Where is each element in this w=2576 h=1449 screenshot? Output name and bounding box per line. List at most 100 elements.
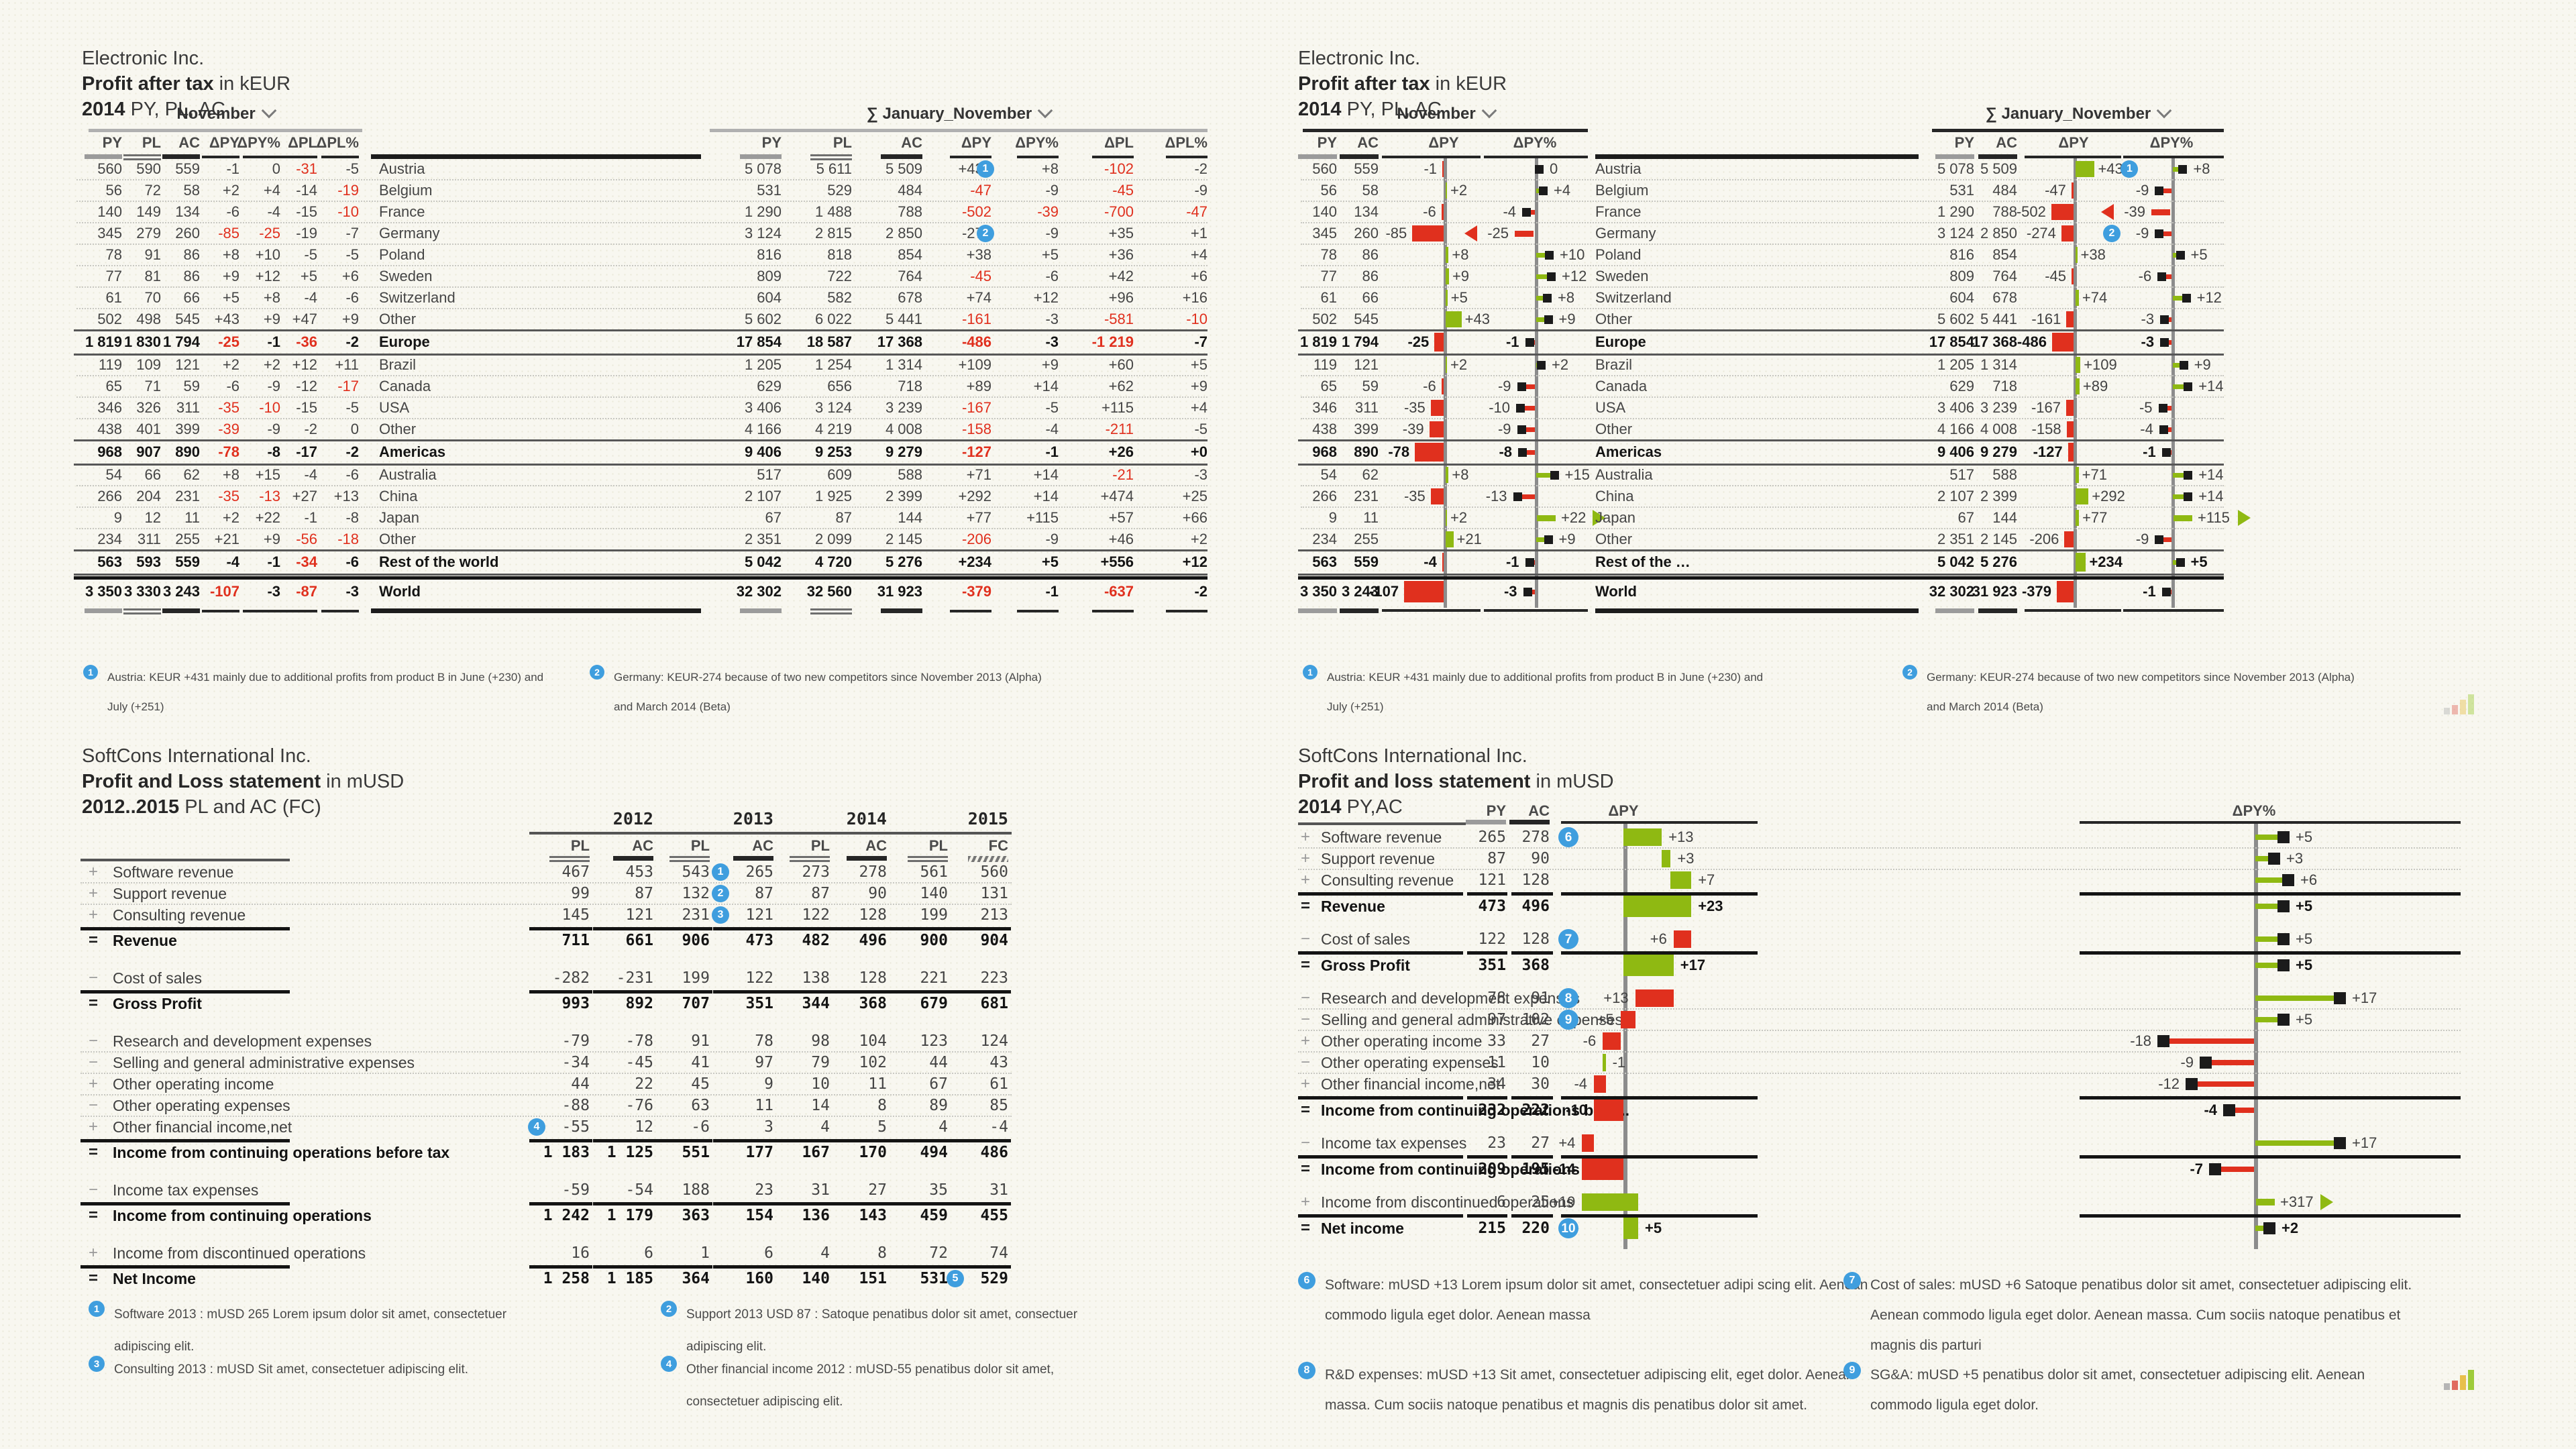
note-ref-badge[interactable]: 10 [1558,1218,1578,1238]
period-selector[interactable]: November [1271,103,1620,123]
waterfall-bar [1594,1075,1606,1093]
cell-value: 45 [691,1075,710,1093]
note-ref-badge[interactable]: 1 [1303,665,1318,680]
cell-pl: 326 [136,399,161,416]
cell-value: 85 [989,1097,1008,1114]
cell-dpl-pct: +4 [1190,246,1208,263]
note-ref-badge[interactable]: 3 [89,1356,105,1372]
cell-dpy: +8 [222,246,239,263]
note-ref-badge[interactable]: 9 [1558,1010,1578,1030]
row-prefix: − [1301,989,1311,1007]
row-prefix: + [1301,1032,1311,1050]
pin-marker [2282,874,2294,886]
col-header-dpy-pct: ΔPY% [1015,134,1059,151]
cell-value: 188 [682,1181,710,1199]
cell-value: 199 [682,969,710,987]
cell-py: 3 124 [1937,225,1974,241]
pin-stem [1532,589,1535,594]
separator-line [713,1265,776,1269]
scenarios: PY, PL, AC [125,99,225,120]
scenario-indicator-py [1466,820,1506,824]
report-title: SoftCons International Inc. Profit and L… [82,743,404,820]
note-ref-badge[interactable]: 2 [1902,665,1917,680]
note-ref-badge[interactable]: 9 [1843,1362,1861,1379]
note-ref-badge[interactable]: 3 [712,906,729,924]
table-row: 560 590 559 -1 0 -31 -5 Austria 5 078 5 611 5 509 +… [74,158,1241,180]
scenarios: PY, PL, AC [1341,99,1442,120]
note-ref-badge[interactable]: 4 [661,1356,677,1372]
cell-value: 5 [877,1118,887,1136]
cell-py: 5 602 [744,311,782,327]
cell-ac: 764 [898,268,922,284]
note-ref-badge[interactable]: 7 [1558,929,1578,949]
chevron-down-icon[interactable] [1037,103,1053,119]
cell-value: 177 [745,1144,773,1161]
period-selector[interactable]: ∑ January_November [784,103,1133,123]
chevron-down-icon[interactable] [1481,103,1497,119]
note-ref-badge[interactable]: 1 [83,665,98,680]
cell-dpy-pct: -4 [1045,421,1059,437]
cell-pl: 722 [827,268,852,284]
chart-axis [1535,158,1538,608]
pin-stem [2173,472,2186,478]
col-header-dpl: ΔPL [288,134,317,151]
table-row: − Selling and general administrative expe… [74,1052,1013,1073]
cell-py: 3 406 [1937,399,1974,416]
note-ref-badge[interactable]: 2 [590,665,604,680]
note-ref-badge[interactable]: 2 [661,1301,677,1317]
period-selector[interactable]: ∑ January_November [1903,103,2252,123]
cell-dpl-pct: -6 [345,466,359,483]
separator-line [649,1202,712,1205]
pin-label: +14 [2198,378,2224,394]
note-ref-badge[interactable]: 2 [2103,225,2121,242]
cell-value: 273 [802,863,830,881]
note-ref-badge[interactable]: 4 [528,1118,545,1136]
note-ref-badge[interactable]: 1 [712,863,729,881]
separator-line [1298,354,2224,356]
pin-stem [2255,835,2279,840]
pin-stem [2173,295,2184,301]
note-ref-badge[interactable]: 7 [1843,1272,1861,1289]
note-ref-badge[interactable]: 2 [977,225,994,242]
cell-dpl: -34 [296,553,317,570]
row-prefix: = [89,1269,99,1287]
note-ref-badge[interactable]: 5 [947,1270,964,1287]
note-ref-badge[interactable]: 1 [977,160,994,178]
scenario-indicator-ac [733,856,773,861]
note-ref-badge[interactable]: 6 [1558,827,1578,847]
pin-stem [2173,166,2180,172]
note-ref-badge[interactable]: 8 [1298,1362,1316,1379]
scenario-indicator-d [280,156,317,158]
note-ref-badge[interactable]: 1 [2121,160,2139,178]
pin-label: +12 [1562,268,1587,284]
delta-label: -274 [2026,225,2056,241]
table-row: 560 559 -1 0 Austria 5 078 5 509 +431 +8 1 [1298,158,2499,180]
cell-dpl-pct: -47 [1186,203,1208,220]
waterfall-label: +4 [1558,1134,1576,1151]
cell-dpy: -45 [970,268,991,284]
chevron-down-icon[interactable] [2156,103,2172,119]
chevron-down-icon[interactable] [261,103,277,119]
period-selector[interactable]: November [51,103,400,123]
period-label: ∑ January_November [866,105,1032,123]
cell-dpl: -4 [304,466,317,483]
delta-bar [2071,182,2074,199]
note-ref-badge[interactable]: 6 [1298,1272,1316,1289]
pin-label: +5 [2296,898,2313,914]
row-label: Other [379,531,417,547]
cell-value: 368 [859,995,887,1012]
cell-py: 809 [1949,268,1974,284]
pin-marker [1537,360,1546,370]
delta-label: -161 [2031,311,2061,327]
row-prefix: − [1301,1053,1311,1071]
note-ref-badge[interactable]: 1 [89,1301,105,1317]
note-ref-badge[interactable]: 8 [1558,988,1578,1008]
cell-ac: 559 [1354,553,1379,570]
row-prefix: − [89,1032,99,1050]
cell-dpl-pct: +5 [1190,356,1208,373]
cell-dpy: +43 [214,311,239,327]
cell-py: 5 042 [744,553,782,570]
note-ref-badge[interactable]: 2 [712,885,729,902]
pin-label: +2 [1552,356,1569,373]
table-row: + Support revenue 99 87 132 87 87 90 140 131 2 [74,883,1013,904]
